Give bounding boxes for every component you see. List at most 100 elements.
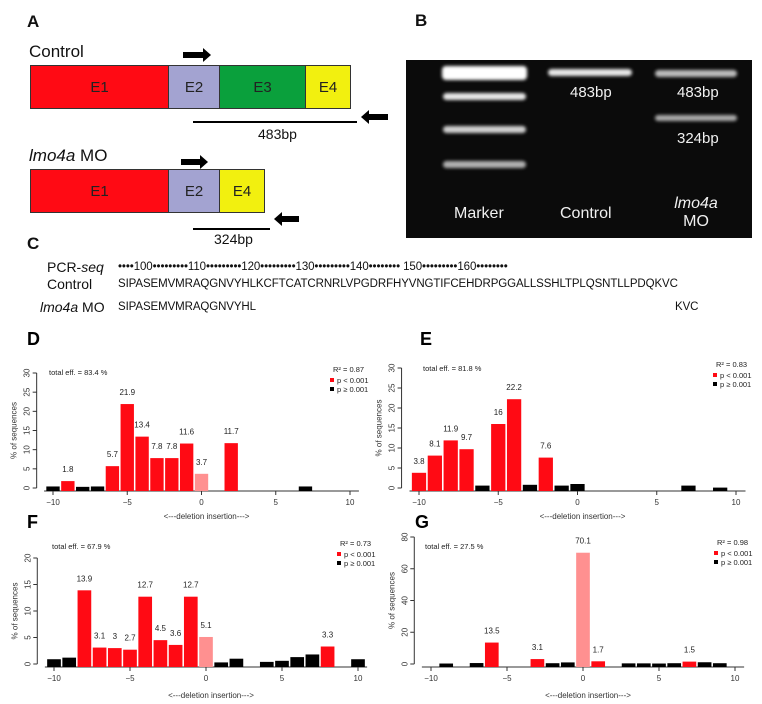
- control-sequence: SIPASEMVMRAQGNVYHLKCFTCATCRNRLVPGDRFHYVN…: [118, 278, 678, 290]
- y-tick-label: 20: [23, 406, 32, 415]
- bar: [652, 663, 666, 667]
- y-axis-label: % of sequences: [387, 572, 396, 629]
- x-tick-label: 0: [204, 674, 209, 683]
- bar-value-label: 7.8: [151, 442, 163, 451]
- x-tick-label: −10: [46, 498, 60, 507]
- bar: [621, 663, 636, 667]
- band-label: 483bp: [677, 84, 719, 101]
- residue-ruler: ••••100•••••••••110•••••••••120•••••••••…: [118, 261, 508, 273]
- panel-a-label: A: [27, 12, 40, 31]
- legend-swatch-red: [337, 552, 341, 556]
- bar: [150, 458, 164, 491]
- bar-value-label: 70.1: [575, 537, 591, 546]
- gel-image: 483bp 483bp 324bp Marker Control lmo4a MO: [406, 60, 752, 238]
- bar-value-label: 3.1: [94, 632, 106, 641]
- bar-value-label: 3.1: [532, 643, 544, 652]
- legend-swatch-black: [337, 561, 341, 565]
- product-size-label: 483bp: [258, 126, 297, 142]
- x-tick-label: 0: [581, 674, 586, 683]
- y-axis-label: % of sequences: [10, 583, 19, 640]
- bar: [199, 636, 213, 667]
- bar: [475, 485, 490, 491]
- legend-entry: p ≥ 0.001: [721, 558, 752, 567]
- r-squared: R² = 0.73: [340, 539, 371, 548]
- bar: [538, 457, 553, 491]
- bar-value-label: 4.5: [155, 624, 167, 633]
- product-line: [193, 228, 270, 230]
- mo-label: lmo4a MO: [29, 146, 108, 165]
- forward-primer-arrow-icon: [181, 155, 208, 169]
- lane-label-marker: Marker: [454, 205, 504, 222]
- bar-value-label: 11.6: [179, 428, 195, 437]
- x-tick-label: 5: [655, 498, 660, 507]
- marker-band: [443, 126, 526, 133]
- bar: [120, 404, 134, 491]
- bar: [275, 660, 289, 667]
- x-tick-label: 0: [199, 498, 204, 507]
- x-tick-label: 5: [274, 498, 279, 507]
- y-tick-label: 40: [400, 596, 409, 605]
- bar-value-label: 3.6: [170, 629, 182, 638]
- y-tick-label: 10: [388, 443, 397, 452]
- bar: [506, 399, 522, 491]
- bar: [92, 647, 107, 667]
- r-squared: R² = 0.83: [716, 360, 747, 369]
- product-line: [193, 121, 357, 123]
- y-tick-label: 0: [23, 485, 32, 490]
- bar-value-label: 7.8: [166, 442, 178, 451]
- y-tick-label: 5: [388, 465, 397, 470]
- pcr-seq-label: PCR-seq: [47, 259, 104, 275]
- y-tick-label: 30: [388, 363, 397, 372]
- bar: [179, 443, 194, 491]
- bar-value-label: 12.7: [137, 581, 153, 590]
- bar-value-label: 13.5: [484, 627, 500, 636]
- bar-value-label: 16: [494, 408, 503, 417]
- legend-entry: p < 0.001: [720, 371, 752, 380]
- mo-seq-label: lmo4a MO: [40, 299, 105, 315]
- bar: [105, 466, 120, 491]
- bar-value-label: 13.4: [134, 421, 150, 430]
- bar-value-label: 22.2: [506, 383, 522, 392]
- y-tick-label: 30: [23, 368, 32, 377]
- bar: [290, 657, 305, 667]
- bar: [681, 485, 696, 491]
- panel-b-label: B: [415, 11, 428, 30]
- bar: [439, 663, 454, 667]
- bar: [427, 455, 442, 491]
- bar: [61, 481, 75, 491]
- bar: [214, 662, 229, 667]
- legend-entry: p ≥ 0.001: [720, 380, 751, 389]
- y-tick-label: 20: [388, 403, 397, 412]
- x-tick-label: −10: [412, 498, 426, 507]
- bar: [522, 484, 538, 491]
- y-tick-label: 10: [23, 606, 32, 615]
- exon-e1: E1: [30, 65, 169, 109]
- mo-band-324: [655, 115, 737, 121]
- legend-swatch-black: [330, 387, 334, 391]
- bar: [411, 472, 427, 491]
- bar-value-label: 5.7: [107, 450, 119, 459]
- bar-value-label: 1.5: [684, 646, 696, 655]
- band-label: 483bp: [570, 84, 612, 101]
- bar: [491, 424, 506, 491]
- y-tick-label: 25: [388, 383, 397, 392]
- bar: [682, 661, 697, 667]
- y-axis-label: % of sequences: [10, 402, 19, 459]
- reverse-primer-arrow-icon: [361, 110, 388, 124]
- bar: [443, 440, 458, 491]
- total-efficiency: total eff. = 67.9 %: [52, 542, 111, 551]
- bar-value-label: 13.9: [77, 574, 93, 583]
- total-efficiency: total eff. = 83.4 %: [49, 368, 108, 377]
- bar: [298, 486, 313, 491]
- bar: [570, 484, 585, 491]
- x-tick-label: 5: [280, 674, 285, 683]
- bar: [576, 552, 590, 667]
- bar: [591, 661, 606, 667]
- bar: [305, 654, 320, 667]
- control-seq-label: Control: [47, 276, 93, 292]
- bar: [168, 644, 183, 667]
- x-axis-label: <---deletion insertion--->: [168, 691, 254, 700]
- control-band: [548, 69, 632, 76]
- legend-entry: p < 0.001: [337, 376, 369, 385]
